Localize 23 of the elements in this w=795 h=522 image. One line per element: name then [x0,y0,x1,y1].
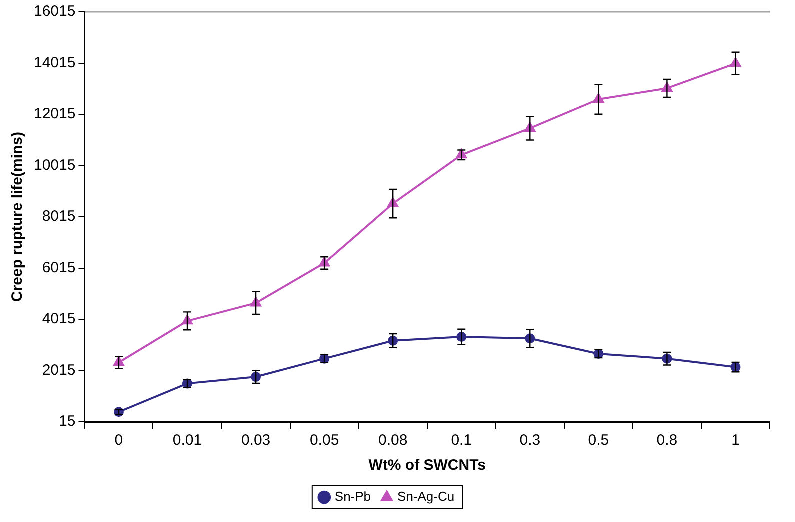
y-tick-label: 15 [59,413,76,430]
x-axis-title: Wt% of SWCNTs [368,457,486,474]
y-tick-label: 16015 [34,3,76,20]
x-tick-label: 0.3 [520,432,541,450]
x-tick-label: 0.03 [241,432,271,450]
legend-label: Sn-Ag-Cu [398,489,455,504]
y-tick-label: 4015 [42,310,76,328]
x-tick-label: 0.08 [378,432,408,450]
y-axis-title: Creep rupture life(mins) [9,132,26,302]
y-tick-label: 6015 [42,259,76,276]
y-tick-label: 8015 [42,208,76,226]
y-tick-label: 2015 [42,362,76,379]
y-tick-label: 12015 [34,106,76,123]
legend-label: Sn-Pb [334,489,372,504]
x-tick-label: 0.5 [588,432,610,450]
y-tick-label: 14015 [34,54,76,72]
x-tick-label: 0 [114,432,124,450]
x-tick-label: 0.05 [310,432,340,450]
x-tick-label: 0.01 [172,432,202,450]
x-tick-label: 0.1 [451,432,472,450]
x-tick-label: 0.8 [656,432,678,450]
x-tick-label: 1 [732,432,740,450]
y-tick-label: 10015 [34,156,76,174]
